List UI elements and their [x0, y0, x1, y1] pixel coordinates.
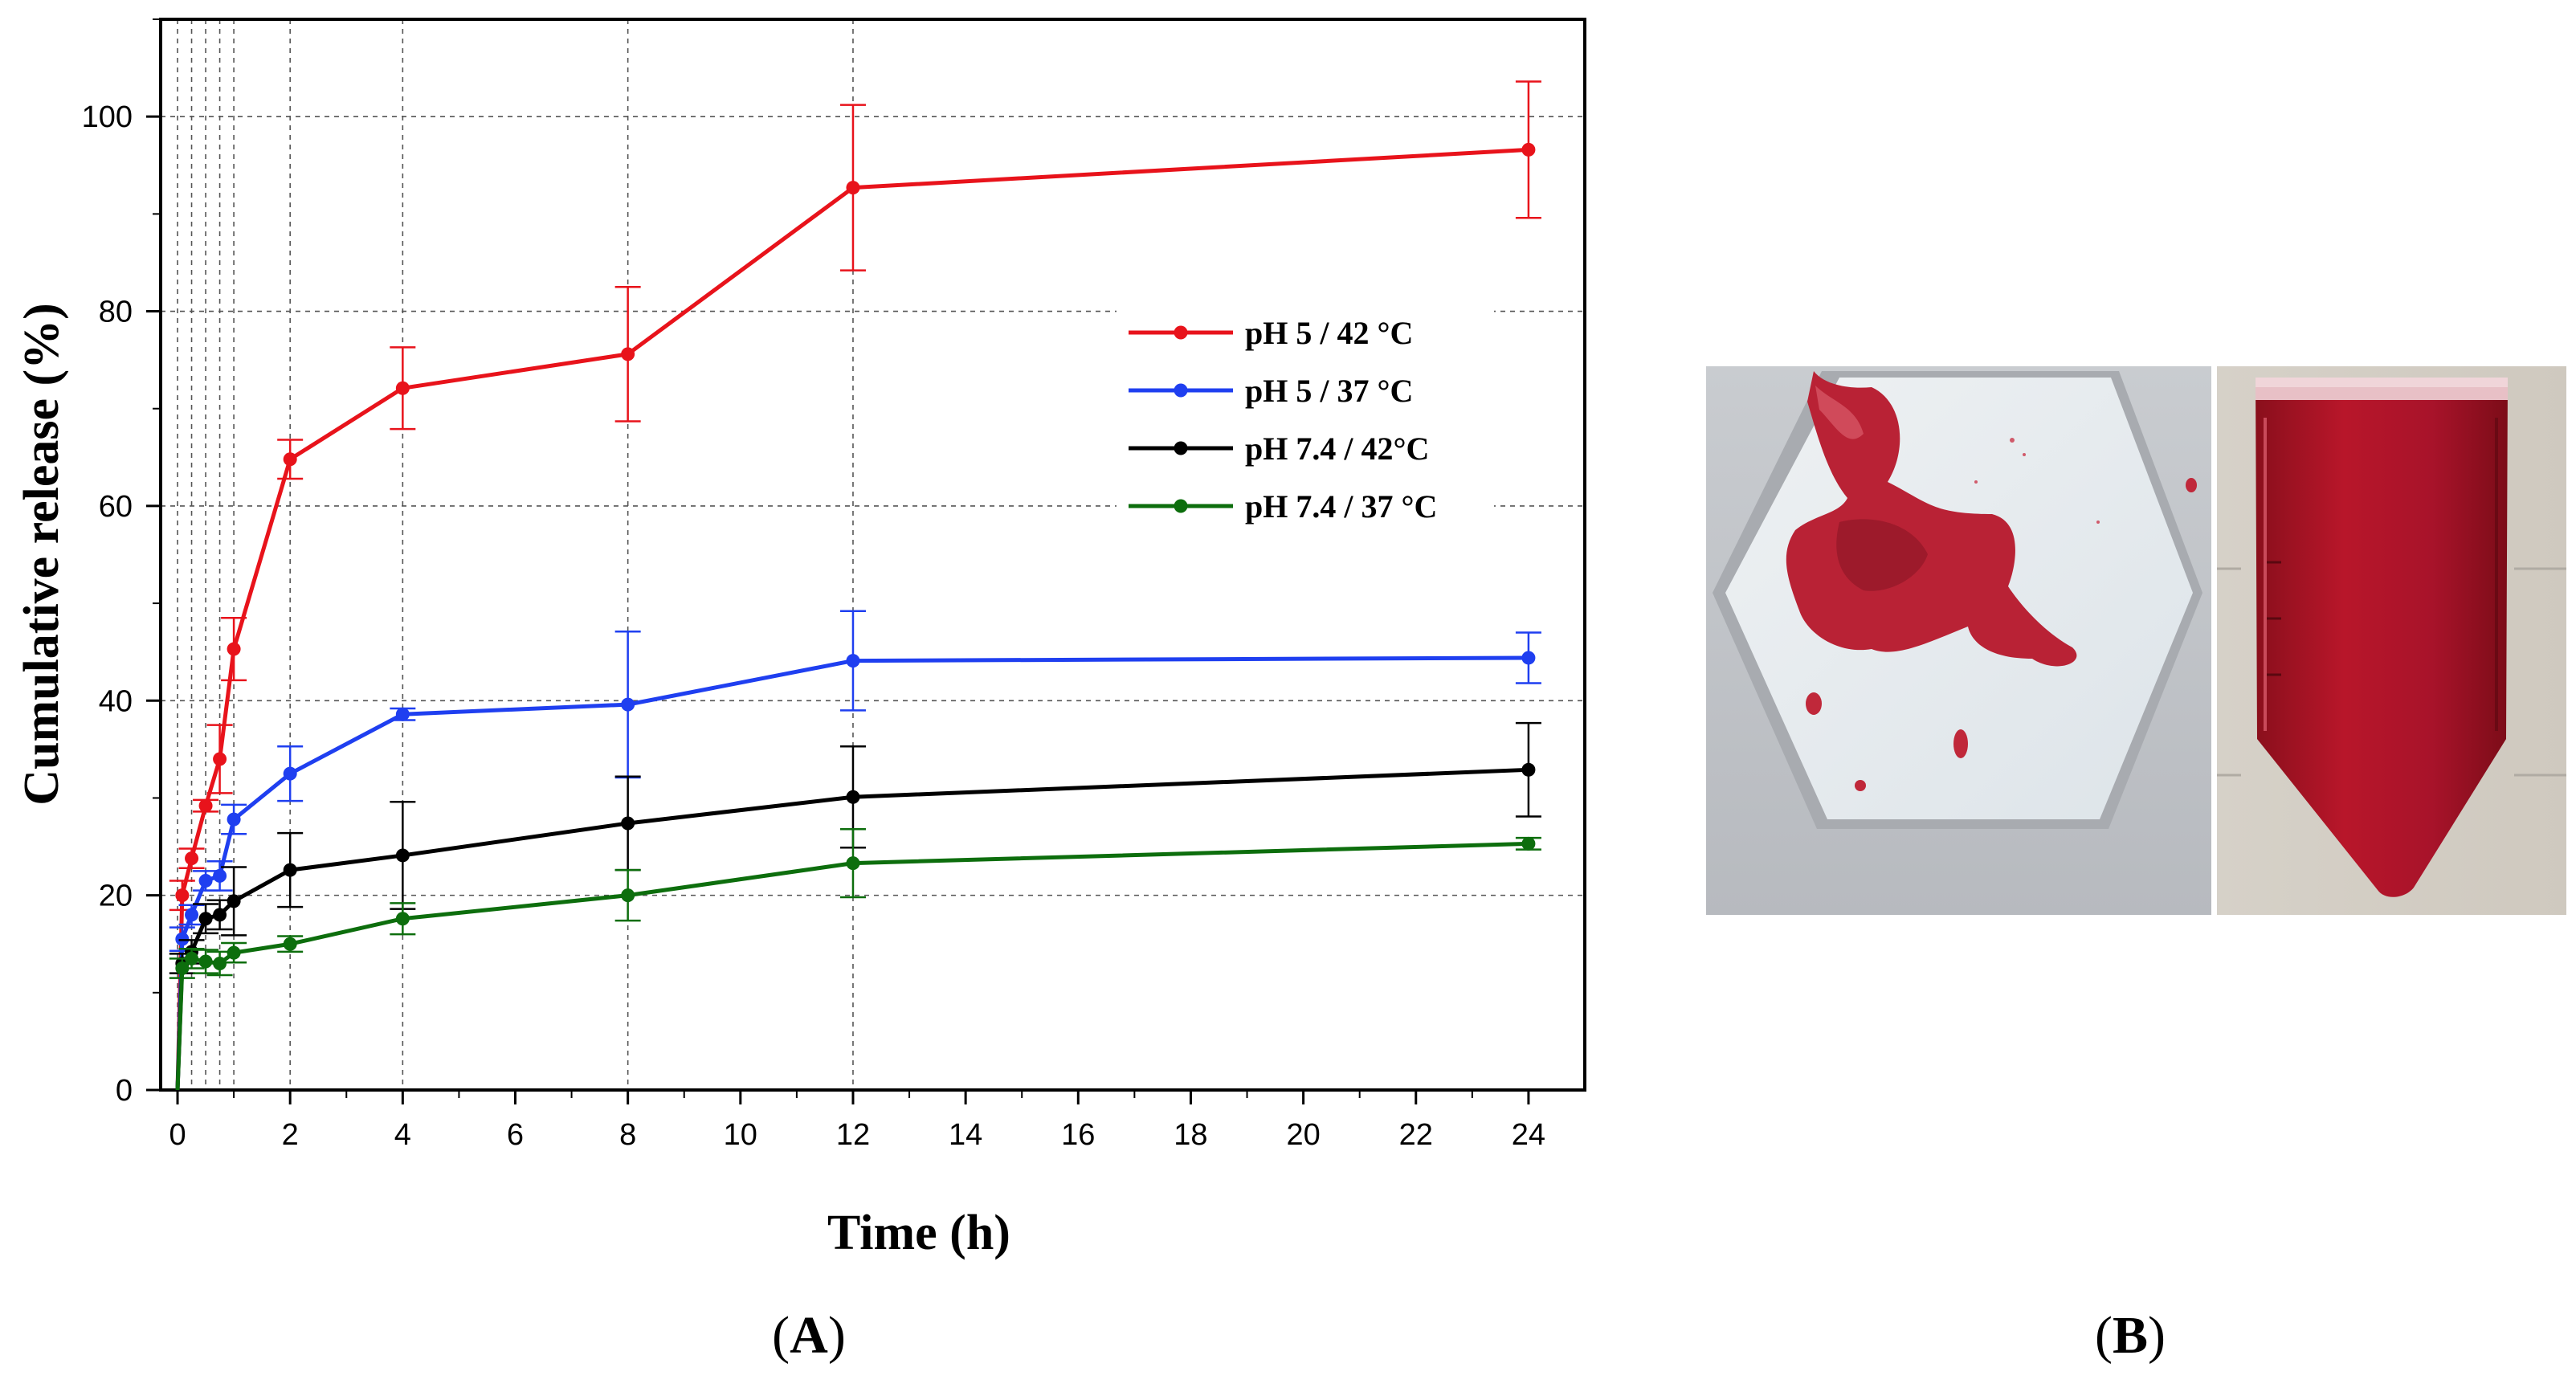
data-point [283, 863, 297, 877]
x-axis-title: Time (h) [827, 1206, 1010, 1260]
legend-marker [1174, 441, 1188, 455]
x-tick-label: 24 [1512, 1118, 1545, 1152]
x-tick-label: 12 [836, 1118, 870, 1152]
data-point [227, 642, 241, 656]
data-point [395, 912, 410, 926]
data-point [621, 816, 635, 831]
data-point [227, 894, 241, 908]
legend: pH 5 / 42 °C pH 5 / 37 °C pH 7.4 / 42°C pH … [1117, 304, 1494, 537]
x-tick-label: 8 [619, 1118, 636, 1152]
grid-lines [161, 19, 1585, 1090]
data-point [227, 812, 241, 827]
data-point [395, 707, 410, 721]
data-point [198, 873, 213, 888]
x-tick-label: 4 [394, 1118, 411, 1152]
x-tick-label: 16 [1061, 1118, 1095, 1152]
data-point [395, 848, 410, 863]
data-point [283, 452, 297, 467]
panel-a-letter: A [790, 1306, 828, 1365]
y-tick-label: 0 [116, 1074, 133, 1108]
panel-divider [2211, 366, 2217, 915]
data-point [283, 766, 297, 781]
data-point [175, 888, 190, 903]
series-group [169, 827, 1541, 1091]
x-tick-label: 0 [169, 1118, 186, 1152]
weighing-boat-photo [1706, 366, 2211, 915]
data-point [846, 181, 860, 195]
y-tick-label: 40 [99, 684, 133, 718]
series-group [169, 721, 1541, 1091]
legend-background [1117, 304, 1494, 537]
y-tick-label: 100 [82, 100, 133, 134]
data-point [846, 654, 860, 668]
data-series [169, 80, 1541, 1091]
data-point [198, 798, 213, 813]
data-point [1521, 651, 1536, 665]
panel-a-label: (A) [772, 1306, 846, 1365]
data-point [185, 908, 199, 922]
data-point [213, 956, 227, 970]
data-point [1521, 836, 1536, 851]
y-tick-label: 80 [99, 296, 133, 329]
data-point [213, 908, 227, 922]
data-point [198, 912, 213, 926]
panel-b-label: (B) [2095, 1306, 2166, 1365]
data-point [213, 868, 227, 883]
data-point [213, 752, 227, 766]
y-tick-label: 60 [99, 490, 133, 524]
data-point [846, 790, 860, 804]
x-tick-label: 2 [282, 1118, 299, 1152]
legend-marker [1174, 499, 1188, 513]
x-tick-label: 22 [1399, 1118, 1433, 1152]
data-point [185, 851, 199, 866]
data-point [283, 937, 297, 951]
y-axis-title: Cumulative release (%) [14, 303, 69, 806]
x-tick-label: 18 [1174, 1118, 1207, 1152]
data-point [621, 347, 635, 361]
plot-frame [159, 18, 1586, 1092]
series-group [169, 80, 1541, 1091]
legend-label: pH 5 / 37 °C [1245, 373, 1413, 409]
data-point [395, 381, 410, 395]
legend-marker [1174, 383, 1188, 398]
legend-label: pH 7.4 / 37 °C [1245, 488, 1437, 525]
data-point [621, 888, 635, 903]
legend-label: pH 7.4 / 42°C [1245, 431, 1429, 467]
data-point [175, 961, 190, 976]
data-point [185, 951, 199, 965]
data-point [1521, 762, 1536, 777]
legend-label: pH 5 / 42 °C [1245, 315, 1413, 351]
x-tick-label: 10 [724, 1118, 757, 1152]
data-point [198, 954, 213, 969]
panel-b-letter: B [2113, 1306, 2148, 1365]
x-tick-label: 6 [507, 1118, 524, 1152]
data-point [621, 697, 635, 712]
data-point [846, 856, 860, 871]
x-tick-label: 20 [1286, 1118, 1320, 1152]
legend-marker [1174, 325, 1188, 340]
x-tick-label: 14 [949, 1118, 982, 1152]
photo-panel [1706, 366, 2566, 915]
y-tick-label: 20 [99, 880, 133, 913]
data-point [1521, 142, 1536, 157]
data-point [227, 945, 241, 960]
centrifuge-tube-photo [2217, 366, 2566, 915]
